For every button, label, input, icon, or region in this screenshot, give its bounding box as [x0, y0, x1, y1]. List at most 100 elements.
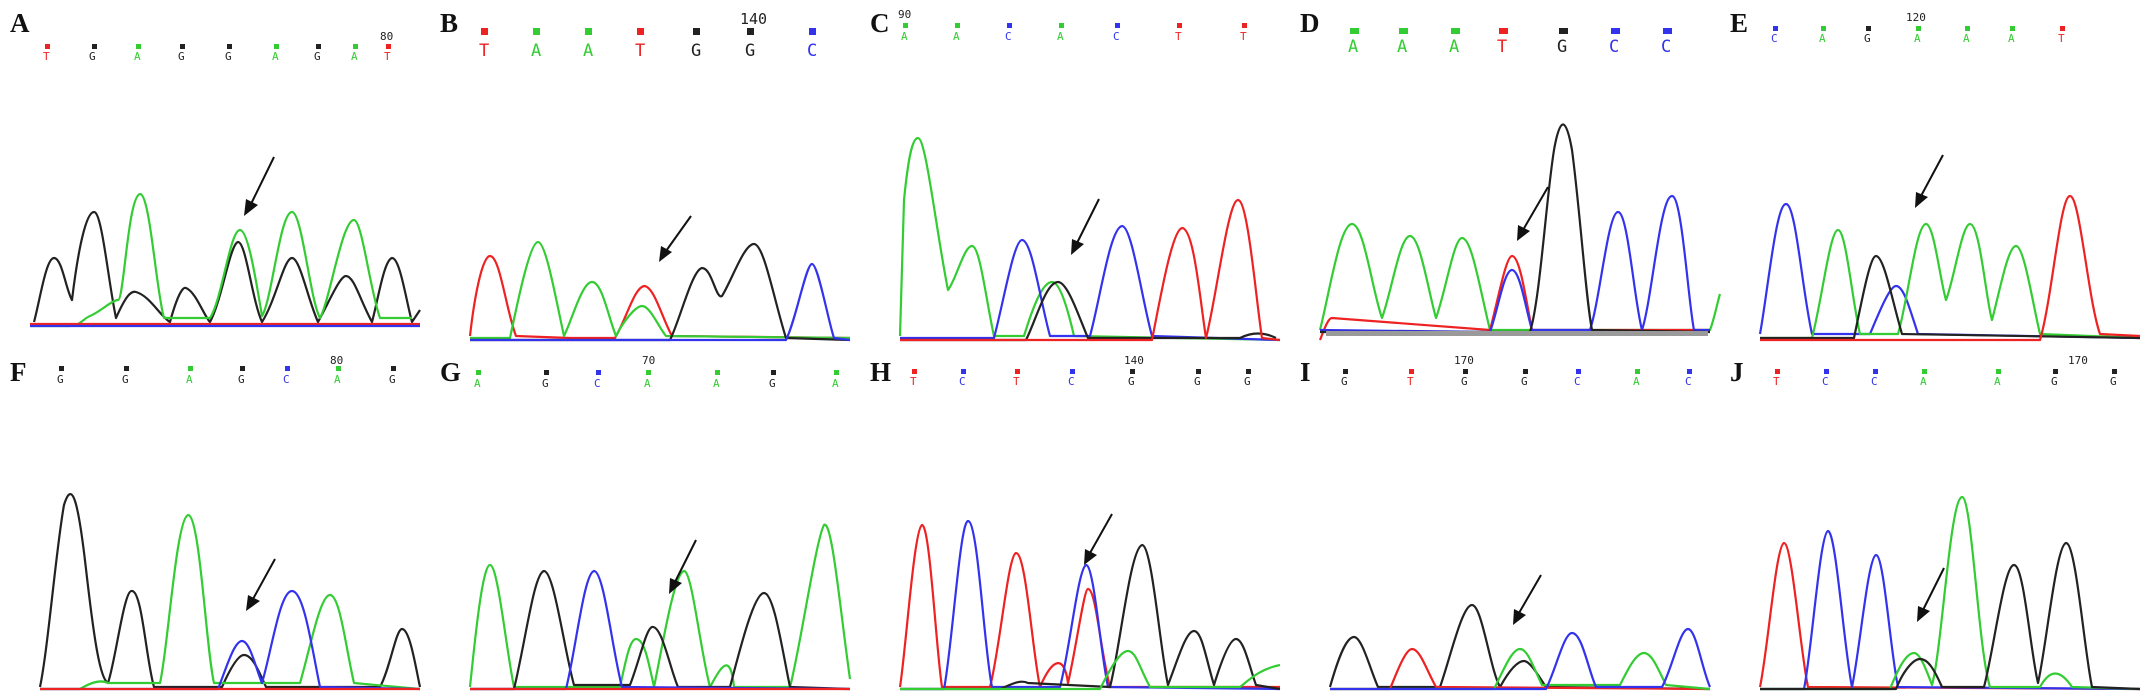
panel-letter: E — [1730, 8, 1748, 38]
base-call: C — [807, 41, 817, 61]
trace-a — [30, 192, 412, 328]
trace-c — [1330, 627, 1712, 691]
baseline-bar — [1326, 331, 1708, 336]
base-call: C — [1771, 32, 1778, 45]
base-call: A — [953, 30, 960, 43]
base-tick — [1996, 369, 2001, 374]
trace-group — [898, 519, 1281, 691]
base-tick — [1773, 26, 1778, 31]
base-call: A — [134, 50, 141, 63]
base-tick — [1242, 23, 1247, 28]
panel-letter: J — [1730, 357, 1744, 387]
trace-a — [470, 240, 851, 340]
panel-f: F 80 G G A G C A G — [10, 354, 422, 691]
base-tick — [386, 44, 391, 49]
base-call: G — [691, 41, 701, 61]
trace-group — [1758, 194, 2141, 342]
base-tick — [2053, 369, 2058, 374]
base-call: G — [1341, 375, 1348, 388]
trace-a — [1318, 222, 1722, 332]
panel-letter: B — [440, 8, 458, 38]
position-label: 80 — [380, 30, 393, 43]
trace-a — [40, 513, 421, 691]
panel-e: E 120 C A G A A A T — [1730, 8, 2141, 342]
arrow-shaft — [250, 156, 275, 205]
base-call: A — [186, 373, 193, 386]
arrow-head — [1513, 609, 1526, 625]
base-call: A — [474, 377, 481, 390]
panel-b: B 140 T A A T G G C — [440, 8, 851, 342]
base-call: A — [1914, 32, 1921, 45]
trace-a — [1760, 495, 2141, 691]
trace-g — [470, 569, 851, 691]
base-tick — [336, 366, 341, 371]
base-call: G — [389, 373, 396, 386]
base-tick — [637, 28, 644, 35]
base-tick — [1635, 369, 1640, 374]
base-tick — [227, 44, 232, 49]
position-label: 90 — [898, 8, 911, 21]
base-call: T — [635, 41, 645, 61]
trace-g — [900, 543, 1281, 691]
trace-group — [1758, 495, 2141, 691]
base-tick — [1007, 23, 1012, 28]
base-call: C — [283, 373, 290, 386]
base-tick — [2010, 26, 2015, 31]
base-call: G — [2110, 375, 2117, 388]
arrow-shaft — [1922, 567, 1945, 611]
base-tick — [834, 370, 839, 375]
base-call: G — [1461, 375, 1468, 388]
trace-c — [900, 519, 1281, 691]
base-call: C — [594, 377, 601, 390]
base-call: A — [1819, 32, 1826, 45]
mutation-arrow — [1071, 198, 1100, 255]
base-tick — [1451, 28, 1460, 34]
base-call: G — [57, 373, 64, 386]
arrow-head — [1517, 225, 1530, 241]
arrow-shaft — [1920, 154, 1944, 197]
base-call: A — [1994, 375, 2001, 388]
trace-g — [1320, 123, 1711, 334]
arrow-shaft — [674, 539, 697, 583]
base-call: C — [1685, 375, 1692, 388]
trace-t — [1318, 254, 1710, 341]
mutation-arrow — [1517, 186, 1549, 241]
base-call-row: G G A G C A G — [57, 366, 396, 386]
trace-a — [468, 523, 852, 689]
panel-d: D A A A T G C C — [1300, 8, 1722, 341]
base-call: A — [1449, 37, 1459, 57]
base-tick — [316, 44, 321, 49]
trace-c — [1319, 194, 1710, 334]
trace-group — [468, 240, 851, 342]
trace-t — [1330, 647, 1711, 691]
base-tick — [903, 23, 908, 28]
base-call: A — [351, 50, 358, 63]
arrow-head — [1071, 239, 1084, 255]
trace-g — [38, 492, 422, 689]
panel-c: C 90 A A C A C T T — [870, 8, 1281, 342]
trace-g — [1760, 254, 2141, 340]
base-tick — [1409, 369, 1414, 374]
position-label: 170 — [2068, 354, 2088, 367]
trace-group — [898, 136, 1281, 342]
base-tick — [533, 28, 540, 35]
base-tick — [544, 370, 549, 375]
arrow-head — [669, 578, 682, 594]
panel-letter: H — [870, 357, 891, 387]
arrow-head — [1915, 192, 1928, 208]
base-tick — [1115, 23, 1120, 28]
panel-j: J 170 T C C A A G G — [1730, 354, 2141, 691]
base-tick — [124, 366, 129, 371]
mutation-arrow — [244, 156, 275, 216]
mutation-arrow — [659, 215, 692, 262]
base-call: A — [1057, 30, 1064, 43]
trace-g — [900, 280, 1277, 342]
base-call: G — [122, 373, 129, 386]
panel-letter: A — [10, 8, 30, 38]
base-tick — [1196, 369, 1201, 374]
trace-g — [1760, 541, 2141, 691]
base-call-row: A A C A C T T — [901, 23, 1247, 43]
trace-group — [468, 523, 852, 691]
base-call: T — [384, 50, 391, 63]
